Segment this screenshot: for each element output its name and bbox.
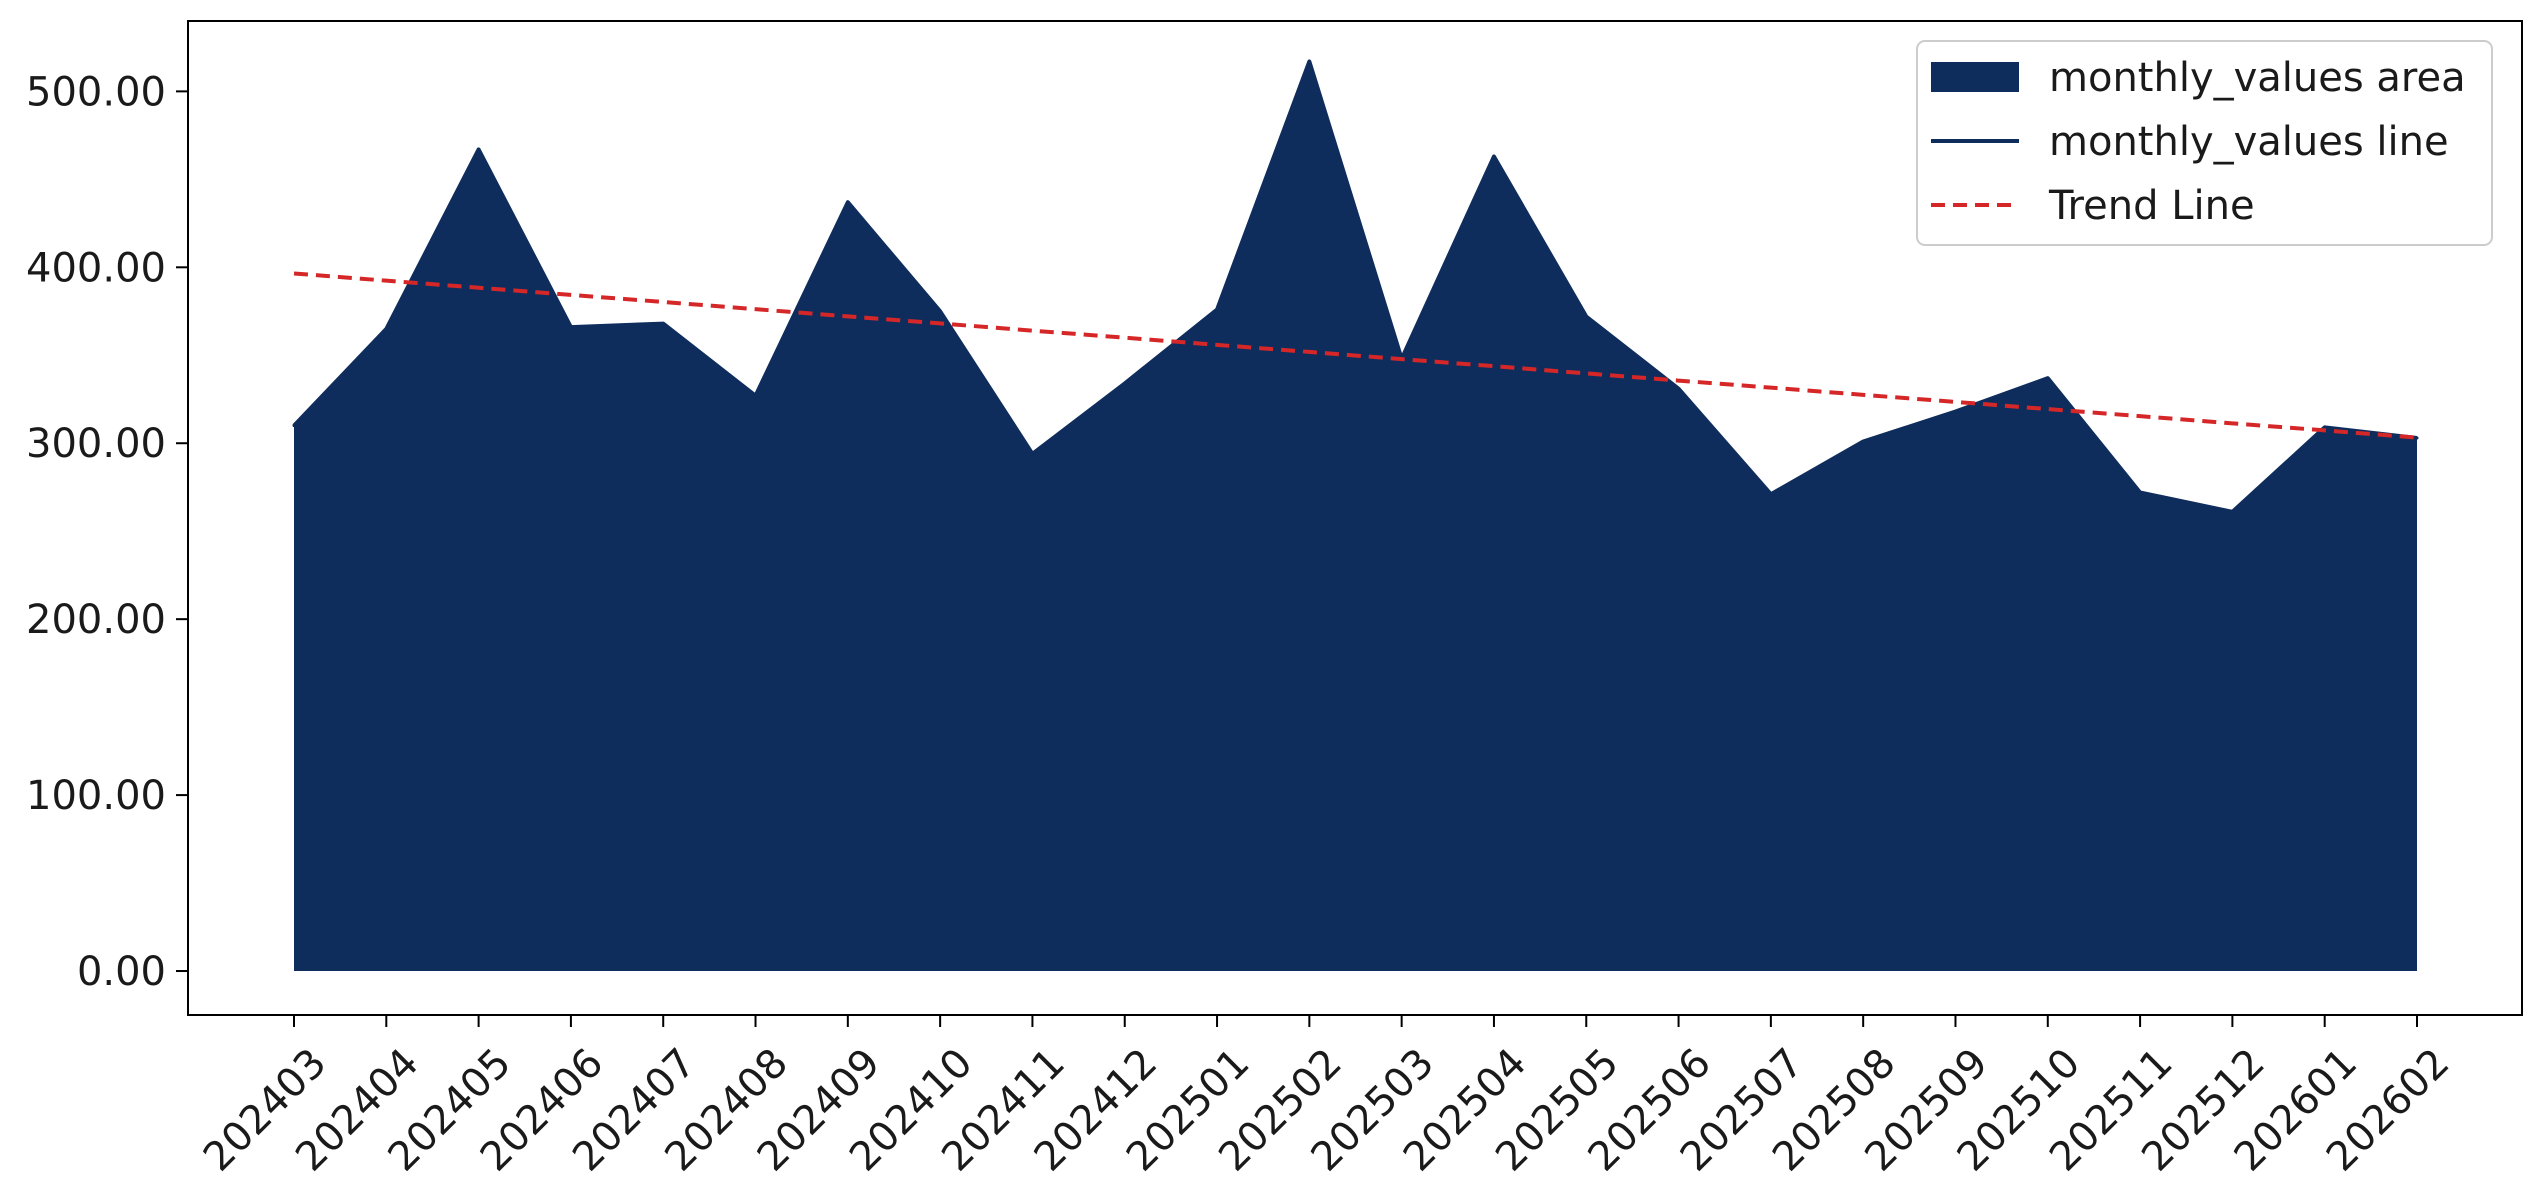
data-point-202508 (1861, 439, 1865, 443)
y-tick-label: 200.00 (26, 597, 166, 643)
data-point-202407 (661, 322, 665, 326)
legend-swatch-area (1931, 62, 2019, 92)
data-point-202412 (1123, 381, 1127, 385)
data-point-202504 (1492, 154, 1496, 158)
plot-frame (187, 20, 2523, 1016)
legend-label: monthly_values line (2049, 119, 2449, 165)
y-tick-label: 0.00 (77, 949, 166, 995)
legend: monthly_values area monthly_values line Tr… (1916, 40, 2493, 246)
data-point-202511 (2138, 490, 2142, 494)
legend-box (1916, 40, 2493, 246)
legend-item: Trend Line (1931, 183, 2255, 229)
data-point-202602 (2415, 436, 2419, 440)
legend-item: monthly_values line (1931, 119, 2449, 165)
data-point-202505 (1584, 315, 1588, 319)
data-point-202410 (938, 309, 942, 313)
trend-line (293, 271, 2418, 440)
legend-label: monthly_values area (2049, 55, 2466, 101)
legend-item: monthly_values area (1931, 55, 2466, 101)
data-point-202509 (1953, 410, 1957, 414)
y-tick-label: 100.00 (26, 773, 166, 819)
data-point-202510 (2046, 376, 2050, 380)
data-point-202404 (384, 327, 388, 331)
data-point-202408 (754, 394, 758, 398)
data-point-202501 (1215, 308, 1219, 312)
data-point-202502 (1307, 59, 1311, 63)
data-point-202506 (1677, 387, 1681, 391)
data-point-202409 (846, 200, 850, 204)
y-tick-label: 300.00 (26, 421, 166, 467)
plot-area (292, 59, 2419, 972)
data-point-202406 (569, 325, 573, 329)
data-point-202405 (477, 147, 481, 151)
data-point-202411 (1030, 452, 1034, 456)
legend-label: Trend Line (2048, 183, 2255, 229)
y-tick-label: 400.00 (26, 245, 166, 291)
data-point-202403 (292, 424, 296, 428)
y-tick-label: 500.00 (26, 69, 166, 115)
data-point-202601 (2323, 425, 2327, 429)
data-point-202512 (2230, 510, 2234, 514)
series-area (294, 61, 2417, 972)
series-line (292, 59, 2418, 514)
data-point-202507 (1769, 492, 1773, 496)
